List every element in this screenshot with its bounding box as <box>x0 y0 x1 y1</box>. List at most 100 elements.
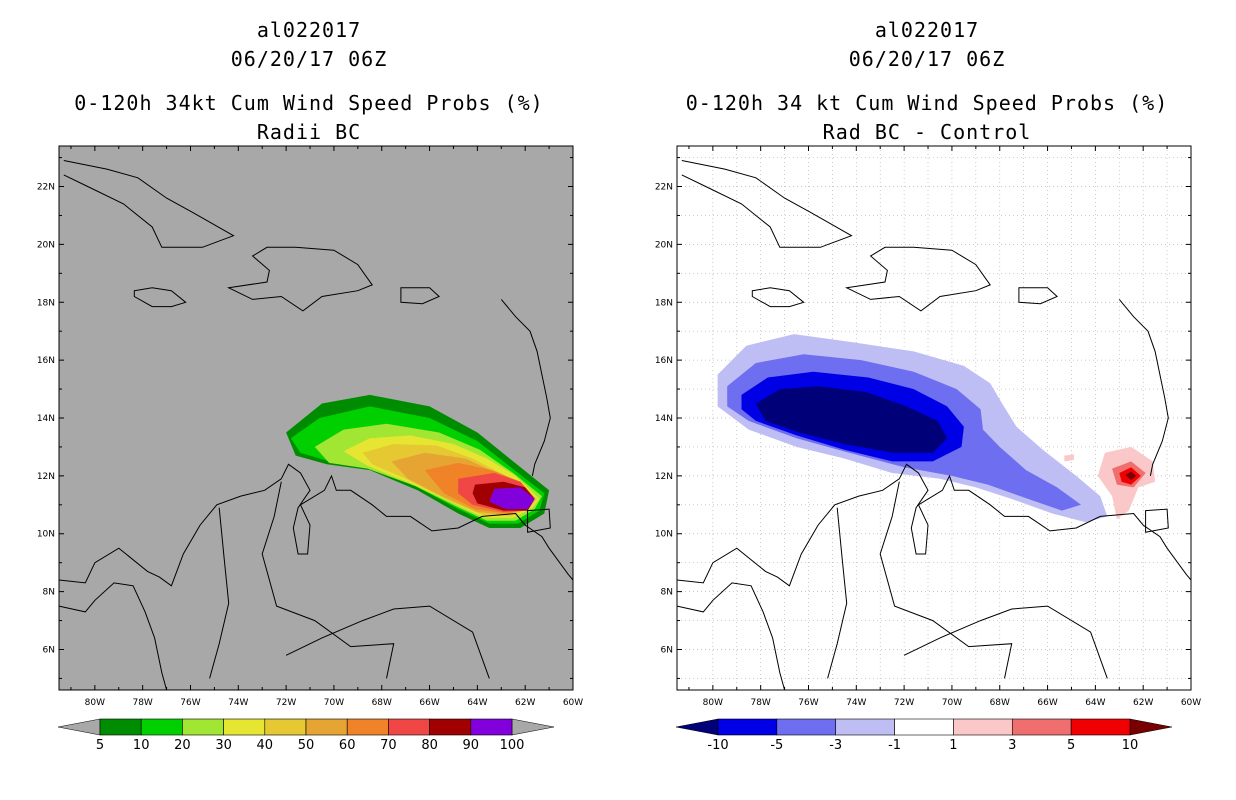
lon-tick-label: 64W <box>1085 698 1105 708</box>
lon-tick-label: 66W <box>1037 698 1057 708</box>
colorbar-swatch <box>305 718 348 736</box>
lat-tick-label: 20N <box>655 240 673 250</box>
colombia-venezuela-border <box>879 481 1013 679</box>
panel-difference: al022017 06/20/17 06Z 0-120h 34 kt Cum W… <box>618 0 1236 800</box>
colorbar-label: 10 <box>1122 738 1139 753</box>
lat-tick-label: 14N <box>37 414 55 424</box>
lat-tick-label: 20N <box>37 240 55 250</box>
colorbar-label: -5 <box>770 738 783 753</box>
colorbar-swatch <box>776 718 837 736</box>
lon-tick-label: 70W <box>324 698 344 708</box>
date-title: 06/20/17 06Z <box>230 47 388 71</box>
lon-tick-label: 80W <box>703 698 723 708</box>
lon-tick-label: 64W <box>467 698 487 708</box>
colorbar-label: 5 <box>1067 738 1075 753</box>
storm-id-title: al022017 <box>256 18 362 42</box>
puerto-rico-coast <box>400 287 441 305</box>
hispaniola-coast <box>845 246 991 312</box>
lon-tick-label: 68W <box>990 698 1010 708</box>
lon-tick-label: 72W <box>894 698 914 708</box>
map-figure-radii-bc: 80W 78W 76W 74W 72W 70W 68W 66W 64W 62W 60W 6N 8N 10N… <box>37 145 583 753</box>
panel-radii-bc: al022017 06/20/17 06Z 0-120h 34kt Cum Wi… <box>37 18 583 753</box>
colorbar-label: 70 <box>380 738 397 753</box>
south-america-coast <box>59 463 573 587</box>
lat-tick-label: 16N <box>37 356 55 366</box>
colorbar-label: 30 <box>215 738 232 753</box>
colombia-venezuela-border <box>261 481 395 679</box>
lon-tick-label: 72W <box>276 698 296 708</box>
colorbar-swatch <box>182 718 224 736</box>
colorbar-label: 40 <box>257 738 274 753</box>
colorbar-label: 20 <box>174 738 191 753</box>
colorbar-swatch <box>1070 718 1131 736</box>
lon-tick-label: 66W <box>419 698 439 708</box>
lesser-antilles-arc <box>1118 299 1169 476</box>
lat-tick-label: 12N <box>37 472 55 482</box>
lon-tick-label: 62W <box>1133 698 1153 708</box>
contour-level-10 <box>1125 471 1136 481</box>
map-figure-difference: 80W 78W 76W 74W 72W 70W 68W 66W 64W 62W 60W 6N 8N 10N… <box>655 145 1201 753</box>
lat-tick-label: 12N <box>655 472 673 482</box>
colorbar-swatch <box>429 718 472 736</box>
lat-tick-label: 8N <box>43 588 55 598</box>
colorbar-label: 90 <box>463 738 480 753</box>
lon-tick-label: 62W <box>515 698 535 708</box>
panama-coast-south <box>677 582 786 690</box>
lon-tick-label: 76W <box>180 698 200 708</box>
lon-tick-label: 70W <box>942 698 962 708</box>
lat-tick-label: 10N <box>655 530 673 540</box>
experiment-title: Rad BC - Control <box>822 120 1032 144</box>
colorbar-left-arrow <box>675 718 719 736</box>
orinoco-river <box>285 605 490 679</box>
colorbar-swatch <box>470 718 513 736</box>
lat-tick-label: 18N <box>37 298 55 308</box>
experiment-title: Radii BC <box>256 120 362 144</box>
lon-tick-label: 78W <box>750 698 770 708</box>
contour-level-1 <box>1064 454 1074 462</box>
colorbar-label: -10 <box>707 738 728 753</box>
lat-tick-label: 22N <box>655 183 673 193</box>
lat-tick-label: 8N <box>661 588 673 598</box>
colorbar-label: 100 <box>500 738 525 753</box>
lat-tick-label: 22N <box>37 183 55 193</box>
colorbar-swatch <box>346 718 389 736</box>
lon-tick-label: 74W <box>228 698 248 708</box>
lat-tick-label: 6N <box>43 645 55 655</box>
colorbar-label: 5 <box>96 738 104 753</box>
colorbar-label: 1 <box>949 738 957 753</box>
lat-tick-label: 16N <box>655 356 673 366</box>
lat-tick-label: 14N <box>655 414 673 424</box>
lon-tick-label: 60W <box>563 698 583 708</box>
lat-tick-label: 18N <box>655 298 673 308</box>
colorbar-label: 80 <box>421 738 438 753</box>
product-title: 0-120h 34 kt Cum Wind Speed Probs (%) <box>685 91 1169 115</box>
hispaniola-coast <box>227 246 373 312</box>
cuba-coast <box>681 160 853 248</box>
colorbar-label: 60 <box>339 738 356 753</box>
colorbar-swatch <box>953 718 1013 736</box>
colorbar-label: 10 <box>133 738 150 753</box>
contour-level-neg10 <box>755 386 948 453</box>
puerto-rico-coast <box>1018 287 1059 305</box>
product-title: 0-120h 34kt Cum Wind Speed Probs (%) <box>74 91 544 115</box>
lat-tick-label: 6N <box>661 645 673 655</box>
cuba-coast <box>63 160 235 248</box>
trinidad-coast <box>527 508 551 533</box>
colorbar-swatch <box>717 718 778 736</box>
colorbar-swatch <box>1011 718 1072 736</box>
magdalena-river <box>209 507 230 679</box>
colorbar-swatch <box>835 718 895 736</box>
colorbar-swatch <box>894 718 954 736</box>
lon-tick-label: 74W <box>846 698 866 708</box>
colorbar-swatch <box>99 718 142 736</box>
colorbar-label: 50 <box>298 738 315 753</box>
colorbar-swatch <box>223 718 266 736</box>
trinidad-coast <box>1145 508 1169 533</box>
contour-level-90 <box>489 487 535 510</box>
storm-id-title: al022017 <box>874 18 980 42</box>
lon-tick-label: 68W <box>372 698 392 708</box>
colorbar-label: -1 <box>888 738 901 753</box>
lesser-antilles-arc <box>500 299 551 476</box>
orinoco-river <box>903 605 1108 679</box>
magdalena-river <box>827 507 848 679</box>
